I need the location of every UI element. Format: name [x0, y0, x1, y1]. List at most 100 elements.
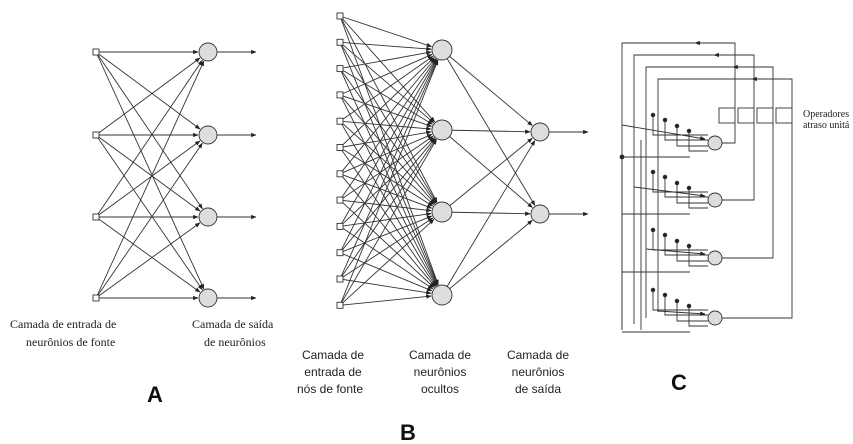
source-node: [92, 213, 100, 221]
connection: [339, 42, 439, 286]
connection: [95, 60, 205, 299]
junction: [686, 303, 692, 309]
connection: [339, 50, 432, 70]
caption: de neurônios: [204, 335, 266, 349]
connection: [339, 139, 437, 306]
connection: [339, 199, 432, 213]
input-line: [664, 295, 708, 316]
connection: [95, 222, 201, 299]
source-node: [336, 91, 344, 99]
junction: [662, 117, 668, 123]
caption: Camada de entrada de: [10, 317, 116, 331]
source-node: [336, 301, 344, 309]
connection: [339, 199, 435, 288]
panel-label: C: [671, 370, 687, 395]
junction: [686, 185, 692, 191]
junction: [650, 287, 656, 293]
input-line: [652, 115, 708, 136]
input-line: [652, 172, 708, 193]
connection: [339, 15, 433, 48]
junction: [674, 298, 680, 304]
caption: Operadores: [803, 109, 849, 120]
junction: [662, 292, 668, 298]
caption: neurônios: [414, 365, 467, 379]
connection: [339, 173, 436, 287]
input-line: [664, 177, 708, 198]
connection: [339, 217, 434, 280]
feedback-loop: [633, 54, 755, 324]
connection: [441, 140, 536, 296]
connection: [339, 294, 432, 306]
input-line: [652, 290, 708, 311]
connection: [95, 51, 205, 290]
input-line: [688, 188, 708, 209]
source-node: [336, 170, 344, 178]
connection: [95, 216, 201, 293]
connection: [339, 15, 439, 286]
delay-operator: [756, 107, 774, 124]
junction: [662, 174, 668, 180]
panel-label: B: [400, 420, 416, 444]
source-node: [336, 222, 344, 230]
junction: [674, 180, 680, 186]
junction: [650, 169, 656, 175]
connection: [339, 137, 435, 227]
caption: nós de fonte: [297, 382, 363, 396]
connection: [339, 68, 434, 125]
connection: [441, 211, 531, 216]
neuron: [530, 204, 550, 224]
junction: [686, 128, 692, 134]
input-line: [688, 306, 708, 327]
connection: [339, 138, 437, 280]
connection: [339, 252, 433, 292]
connection: [339, 138, 436, 253]
source-node: [336, 38, 344, 46]
neuron: [431, 39, 453, 61]
delay-operator: [737, 107, 755, 124]
connection: [339, 133, 433, 175]
caption: entrada de: [304, 365, 362, 379]
connection: [339, 59, 438, 253]
input-line: [676, 241, 708, 262]
connection: [95, 57, 201, 136]
source-node: [336, 196, 344, 204]
feedback-loop: [645, 66, 774, 318]
connection: [95, 51, 203, 210]
source-node: [92, 294, 100, 302]
input-line: [688, 131, 708, 152]
connection: [339, 59, 438, 280]
caption: Camada de: [507, 348, 569, 362]
junction: [674, 238, 680, 244]
source-node: [336, 275, 344, 283]
junction: [650, 112, 656, 118]
source-node: [336, 249, 344, 257]
connection: [339, 57, 435, 148]
caption: Camada de: [409, 348, 471, 362]
feedback-loop: [621, 42, 736, 330]
connection: [339, 42, 437, 204]
connection: [339, 59, 437, 227]
neuron: [707, 192, 723, 208]
bus: [621, 140, 642, 330]
caption: Camada de saída: [192, 317, 274, 331]
input-line: [664, 120, 708, 141]
junction: [662, 232, 668, 238]
source-node: [92, 131, 100, 139]
delay-operator: [775, 107, 793, 124]
connection: [339, 219, 435, 306]
neuron: [198, 42, 218, 62]
panel-b-bg: [288, 8, 570, 353]
caption: Camada de: [302, 348, 364, 362]
connection: [339, 58, 436, 175]
junction: [686, 243, 692, 249]
junction: [619, 154, 625, 160]
connection: [95, 142, 203, 299]
connection: [441, 49, 536, 206]
caption: ocultos: [421, 382, 459, 396]
connection: [339, 94, 433, 127]
connection: [339, 215, 433, 254]
connection: [621, 124, 706, 141]
source-node: [92, 48, 100, 56]
source-node: [336, 144, 344, 151]
